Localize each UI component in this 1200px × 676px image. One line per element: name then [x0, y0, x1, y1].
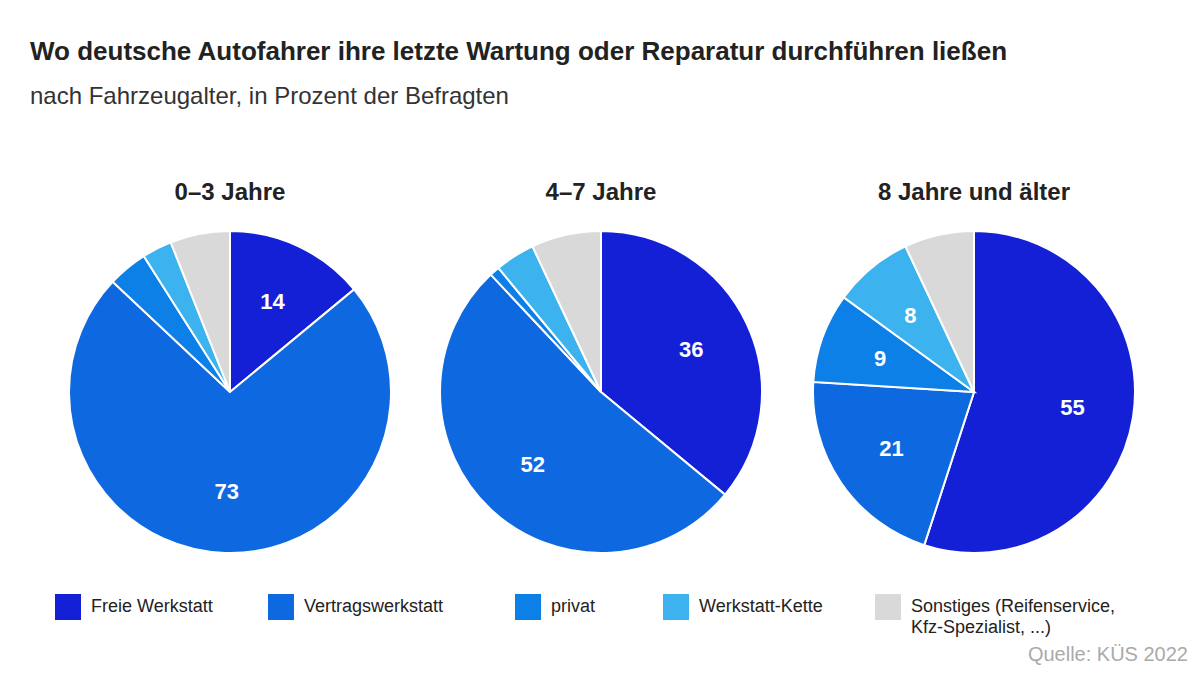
svg-text:36: 36 — [679, 337, 703, 362]
svg-text:21: 21 — [879, 436, 903, 461]
html-text:nach Fahrzeugalter, in Prozent: nach Fahrzeugalter, in Prozent der Befra… — [30, 82, 509, 109]
html-text:8 Jahre und älter: 8 Jahre und älter — [878, 178, 1070, 205]
svg-text:55: 55 — [1060, 395, 1084, 420]
svg-text:14: 14 — [260, 289, 285, 314]
html-text:Quelle: KÜS 2022: Quelle: KÜS 2022 — [1027, 643, 1188, 665]
html-text:Wo deutsche Autofahrer ihre le: Wo deutsche Autofahrer ihre letzte Wartu… — [30, 36, 1007, 66]
html-text:4–7 Jahre: 4–7 Jahre — [545, 178, 657, 205]
html-text:Freie Werkstatt: Freie Werkstatt — [91, 596, 213, 616]
html-text:Vertragswerkstatt: Vertragswerkstatt — [304, 596, 444, 616]
html-text:Werkstatt-Kette: Werkstatt-Kette — [699, 596, 823, 616]
html-text:privat: privat — [551, 596, 595, 616]
html-text:0–3 Jahre: 0–3 Jahre — [174, 178, 286, 205]
svg-text:8: 8 — [904, 303, 916, 328]
svg-text:52: 52 — [520, 452, 544, 477]
svg-text:9: 9 — [874, 346, 886, 371]
svg-text:73: 73 — [215, 479, 239, 504]
html-text:Sonstiges (Reifenservice, Kfz-: Sonstiges (Reifenservice, Kfz-Spezialist… — [911, 596, 1116, 637]
